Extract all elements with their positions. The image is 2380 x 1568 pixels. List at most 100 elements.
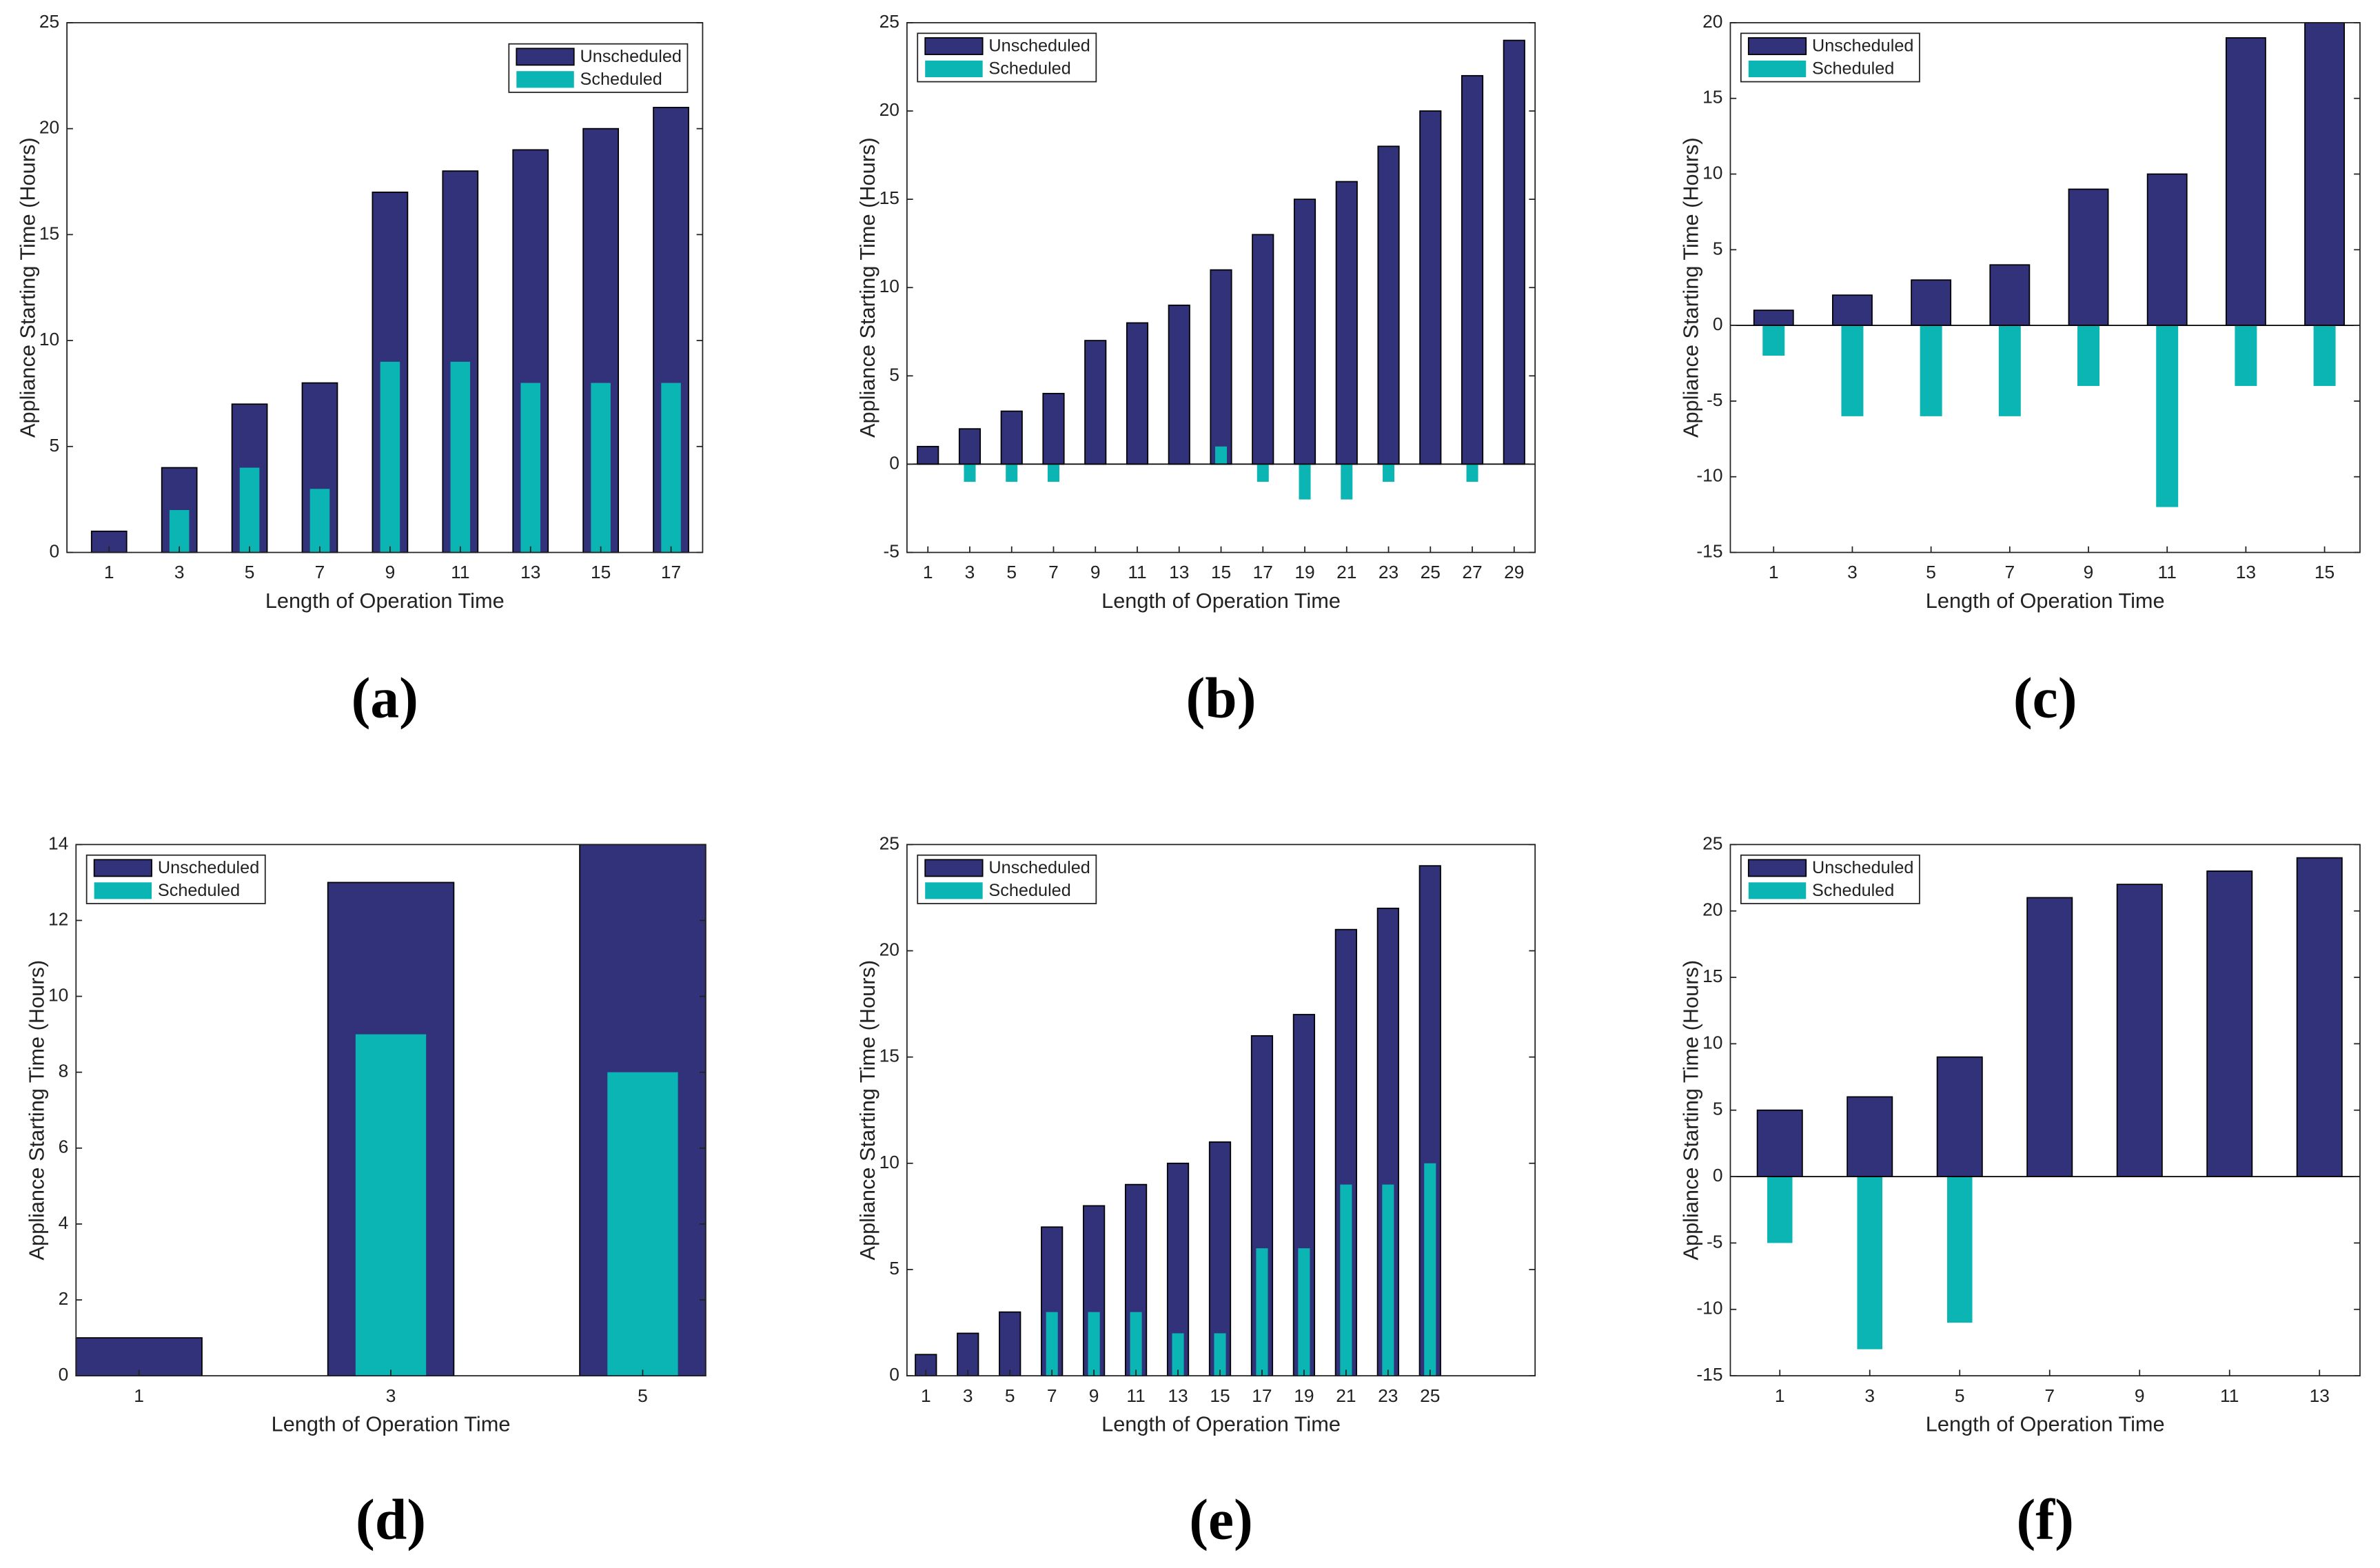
legend-label: Unscheduled <box>1812 37 1913 56</box>
axes-frame <box>66 22 704 553</box>
y-tick-label: 10 <box>39 329 59 349</box>
bar <box>2026 897 2073 1177</box>
legend-swatch <box>925 60 983 77</box>
y-tick-label: 15 <box>879 187 899 208</box>
bar <box>917 445 939 465</box>
y-tick-label: 20 <box>879 99 899 120</box>
x-tick-label: 17 <box>1253 562 1273 582</box>
y-tick-label: 5 <box>1713 238 1723 258</box>
x-tick-label: 5 <box>1955 1385 1965 1406</box>
y-axis-label: Appliance Starting Time (Hours) <box>1679 960 1703 1261</box>
bar <box>2146 173 2188 327</box>
y-axis-label: Appliance Starting Time (Hours) <box>15 137 39 438</box>
bar <box>1936 1056 1983 1177</box>
y-tick-label: 15 <box>1702 87 1722 108</box>
x-tick-label: 13 <box>2310 1385 2330 1406</box>
y-tick-label: 5 <box>889 364 899 385</box>
y-tick-label: 20 <box>1702 11 1722 32</box>
bar <box>964 464 976 482</box>
y-tick-label: -15 <box>1696 540 1722 561</box>
y-tick-label: -10 <box>1696 465 1722 486</box>
bar <box>1383 464 1395 482</box>
bar <box>355 1034 427 1376</box>
bar <box>1214 1333 1226 1376</box>
y-tick-label: -5 <box>883 540 899 561</box>
bar <box>1210 269 1232 465</box>
bar <box>1847 1096 1893 1177</box>
bar <box>309 489 330 553</box>
x-tick-label: 7 <box>2044 1385 2055 1406</box>
bar <box>380 361 400 553</box>
x-tick-label: 11 <box>2158 562 2177 582</box>
bar <box>2068 188 2109 327</box>
x-tick-label: 21 <box>1336 1385 1356 1406</box>
y-tick-label: 6 <box>59 1137 69 1157</box>
x-tick-label: 3 <box>1864 1385 1875 1406</box>
y-tick-label: 20 <box>879 939 899 959</box>
legend-swatch <box>925 882 983 899</box>
y-tick-label: 5 <box>889 1258 899 1279</box>
y-tick-label: 10 <box>879 276 899 296</box>
bar <box>1767 1177 1793 1243</box>
x-axis-label: Length of Operation Time <box>272 1412 511 1436</box>
axes-frame <box>906 844 1536 1376</box>
x-tick-label: 29 <box>1504 562 1524 582</box>
bar <box>1257 464 1269 482</box>
bar <box>1047 464 1060 482</box>
y-tick-label: 25 <box>1702 833 1722 853</box>
y-tick-label: -10 <box>1696 1298 1722 1318</box>
x-axis-label: Length of Operation Time <box>265 589 505 613</box>
bar <box>1130 1312 1142 1376</box>
panel-label: (c) <box>2013 666 2077 730</box>
legend-swatch <box>1747 859 1807 877</box>
y-tick-label: 25 <box>879 833 899 853</box>
x-tick-label: 3 <box>174 562 185 582</box>
y-tick-label: 10 <box>879 1152 899 1172</box>
bar <box>1376 907 1399 1376</box>
x-tick-label: 7 <box>1047 1385 1057 1406</box>
x-tick-label: 27 <box>1462 562 1482 582</box>
y-tick-label: 10 <box>48 985 68 1006</box>
bar <box>1857 1177 1883 1350</box>
bar <box>958 428 982 465</box>
x-tick-label: 9 <box>1090 562 1101 582</box>
legend-label: Unscheduled <box>1812 858 1913 877</box>
y-tick-label: 8 <box>59 1061 69 1081</box>
y-tick-label: -5 <box>1707 389 1722 410</box>
chart: 0 2 4 6 8 10 12 14 1 3 5 Length of Operation Time Ap… <box>25 833 706 1552</box>
bar <box>1424 1163 1436 1376</box>
x-axis-label: Length of Operation Time <box>1926 1412 2165 1436</box>
x-tick-label: 7 <box>1048 562 1059 582</box>
x-tick-label: 3 <box>963 1385 973 1406</box>
y-tick-label: 5 <box>49 435 59 456</box>
legend-swatch <box>93 859 152 877</box>
x-tick-label: 23 <box>1378 1385 1398 1406</box>
legend-label: Scheduled <box>158 881 240 900</box>
bar <box>1168 304 1190 465</box>
x-tick-label: 11 <box>2220 1385 2239 1406</box>
x-tick-label: 21 <box>1336 562 1356 582</box>
bar <box>1172 1333 1184 1376</box>
y-tick-label: 0 <box>49 540 59 561</box>
y-tick-label: 15 <box>39 223 59 243</box>
x-tick-label: 5 <box>1926 562 1936 582</box>
bar <box>1293 198 1316 465</box>
bar <box>1920 325 1942 416</box>
bar <box>1998 325 2021 416</box>
x-tick-label: 17 <box>661 562 681 582</box>
y-tick-label: 15 <box>879 1046 899 1066</box>
bar <box>2313 325 2336 386</box>
legend-swatch <box>1747 37 1807 55</box>
y-tick-label: 20 <box>1702 899 1722 920</box>
bar <box>2235 325 2257 386</box>
x-tick-label: 1 <box>104 562 114 582</box>
bar <box>1841 325 1864 416</box>
bar <box>1461 74 1484 465</box>
x-tick-label: 3 <box>386 1385 396 1406</box>
legend-label: Scheduled <box>988 881 1070 900</box>
legend-label: Scheduled <box>580 70 662 89</box>
x-tick-label: 19 <box>1294 1385 1314 1406</box>
bar <box>1466 464 1478 482</box>
